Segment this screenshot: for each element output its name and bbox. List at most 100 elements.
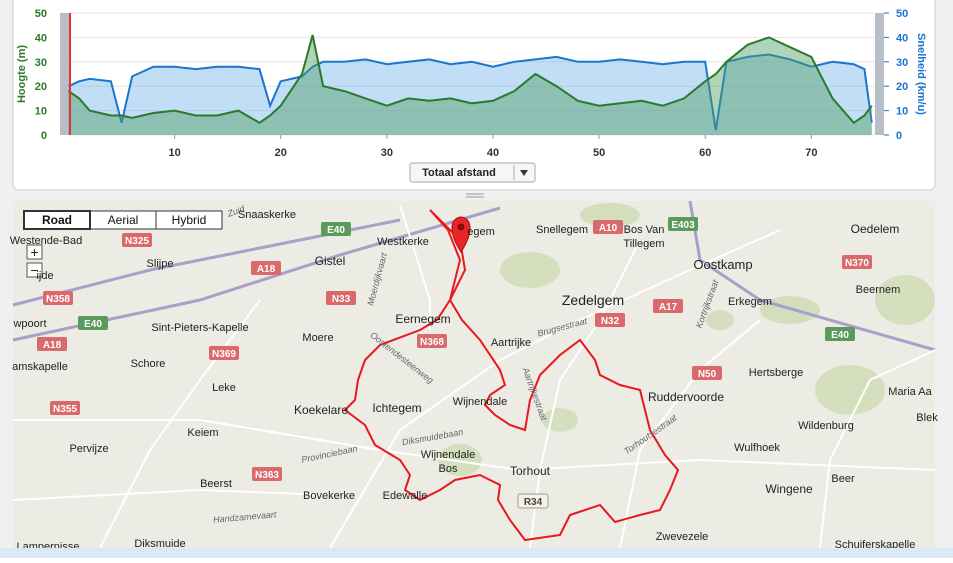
place-label: Koekelare bbox=[294, 403, 348, 417]
range-handle-left[interactable] bbox=[60, 13, 69, 135]
place-label: Torhout bbox=[510, 464, 551, 478]
zoom-out[interactable] bbox=[26, 262, 43, 278]
road-shield bbox=[593, 220, 623, 234]
road-shield bbox=[251, 261, 281, 275]
y2-tick-label: 50 bbox=[896, 8, 908, 20]
road-shield bbox=[417, 334, 447, 348]
y2-tick-label: 20 bbox=[896, 81, 908, 93]
road-shield bbox=[43, 291, 73, 305]
map-type-label[interactable]: Aerial bbox=[108, 213, 139, 227]
x-tick-label: 40 bbox=[487, 147, 499, 159]
x-tick-label: 50 bbox=[593, 147, 605, 159]
y-tick-label: 0 bbox=[41, 130, 47, 142]
place-label: Bos bbox=[439, 463, 458, 475]
y-axis-label: Hoogte (m) bbox=[16, 45, 28, 103]
y-tick-label: 30 bbox=[35, 57, 47, 69]
road-shield bbox=[209, 346, 239, 360]
place-label: Zedelgem bbox=[562, 292, 624, 308]
status-bar bbox=[0, 548, 953, 558]
place-label: Slijpe bbox=[147, 258, 174, 270]
zoom-in[interactable] bbox=[26, 244, 43, 260]
chart: 0 10 20 30 40 50 0 10 20 30 40 50 10 20 30 40 50 60 70 Hoog… bbox=[16, 8, 927, 159]
road-label: E40 bbox=[84, 319, 102, 330]
y2-tick-label: 40 bbox=[896, 32, 908, 44]
road-label: N363 bbox=[255, 470, 279, 481]
road-label: N370 bbox=[845, 258, 869, 269]
y-tick-label: 20 bbox=[35, 81, 47, 93]
range-handle-right[interactable] bbox=[875, 13, 884, 135]
road-shield bbox=[37, 337, 67, 351]
place-label: Beernem bbox=[856, 284, 901, 296]
y-tick-label: 50 bbox=[35, 8, 47, 20]
place-label: Tillegem bbox=[623, 238, 664, 250]
place-label: ijde bbox=[36, 270, 53, 282]
place-label: Keiem bbox=[187, 427, 218, 439]
place-label: Sint-Pieters-Kapelle bbox=[151, 322, 248, 334]
x-tick-label: 10 bbox=[168, 147, 180, 159]
road-label: N368 bbox=[420, 337, 444, 348]
place-label: Bovekerke bbox=[303, 490, 355, 502]
road-label: A10 bbox=[599, 223, 618, 234]
road-label: N358 bbox=[46, 294, 70, 305]
place-label: Maria Aa bbox=[888, 386, 932, 398]
y2-tick-label: 0 bbox=[896, 130, 902, 142]
start-marker[interactable] bbox=[451, 216, 471, 253]
road-label: E40 bbox=[327, 225, 345, 236]
series-line bbox=[68, 53, 873, 131]
place-label: Gistel bbox=[315, 254, 346, 268]
place-label: Wildenburg bbox=[798, 420, 854, 432]
y-tick-label: 40 bbox=[35, 32, 47, 44]
dropdown[interactable] bbox=[409, 162, 536, 183]
place-label: Westende-Bad bbox=[10, 235, 83, 247]
y2-axis-label: Snelheid (km/u) bbox=[915, 33, 927, 115]
place-label: Oedelem bbox=[851, 222, 900, 236]
y2-tick-label: 10 bbox=[896, 106, 908, 118]
place-label: Erkegem bbox=[728, 296, 772, 308]
place-label: Diksmuide bbox=[134, 538, 185, 550]
road-shield bbox=[653, 299, 683, 313]
chart-panel bbox=[12, 0, 936, 191]
road-label: N325 bbox=[125, 236, 149, 247]
road-label: N369 bbox=[212, 349, 236, 360]
road-label: A18 bbox=[43, 340, 62, 351]
x-tick-label: 30 bbox=[381, 147, 393, 159]
road-shield bbox=[252, 467, 282, 481]
zoom-label[interactable]: − bbox=[30, 262, 38, 278]
road-shield bbox=[326, 291, 356, 305]
map-background bbox=[13, 201, 935, 548]
place-label: Pervijze bbox=[69, 443, 108, 455]
place-label: Wingene bbox=[765, 482, 813, 496]
place-label: Leke bbox=[212, 382, 236, 394]
place-label: Edewalle bbox=[383, 490, 428, 502]
road-label: N355 bbox=[53, 404, 77, 415]
place-label: Beer bbox=[831, 473, 855, 485]
dropdown-label[interactable]: Totaal afstand bbox=[422, 167, 496, 179]
road-label: N32 bbox=[601, 316, 620, 327]
place-label: Snellegem bbox=[536, 224, 588, 236]
map-type-label[interactable]: Hybrid bbox=[172, 213, 207, 227]
marker-dot bbox=[457, 223, 465, 231]
road-shield bbox=[321, 222, 351, 236]
place-label: Wijnendale bbox=[421, 449, 475, 461]
road-label: E40 bbox=[831, 330, 849, 341]
map: Road Aerial Hybrid + − Snaaskerke Westkerke Wes… bbox=[10, 200, 938, 553]
place-label: Moere bbox=[302, 332, 333, 344]
place-label: Aartrijke bbox=[491, 337, 531, 349]
map-type-label[interactable]: Road bbox=[42, 213, 72, 227]
area-fill bbox=[68, 35, 872, 135]
route bbox=[343, 209, 680, 542]
splitter[interactable] bbox=[466, 193, 484, 198]
road-label: A17 bbox=[659, 302, 678, 313]
place-label: Wijnendale bbox=[453, 396, 507, 408]
x-tick-label: 70 bbox=[805, 147, 817, 159]
road-label: A18 bbox=[257, 264, 276, 275]
road-shield bbox=[825, 327, 855, 341]
road-label: N33 bbox=[332, 294, 351, 305]
place-label: Zwevezele bbox=[656, 531, 709, 543]
zoom-label[interactable]: + bbox=[30, 244, 38, 260]
dropdown-arrow[interactable] bbox=[520, 170, 528, 176]
x-tick-label: 60 bbox=[699, 147, 711, 159]
road-shield bbox=[517, 493, 549, 509]
